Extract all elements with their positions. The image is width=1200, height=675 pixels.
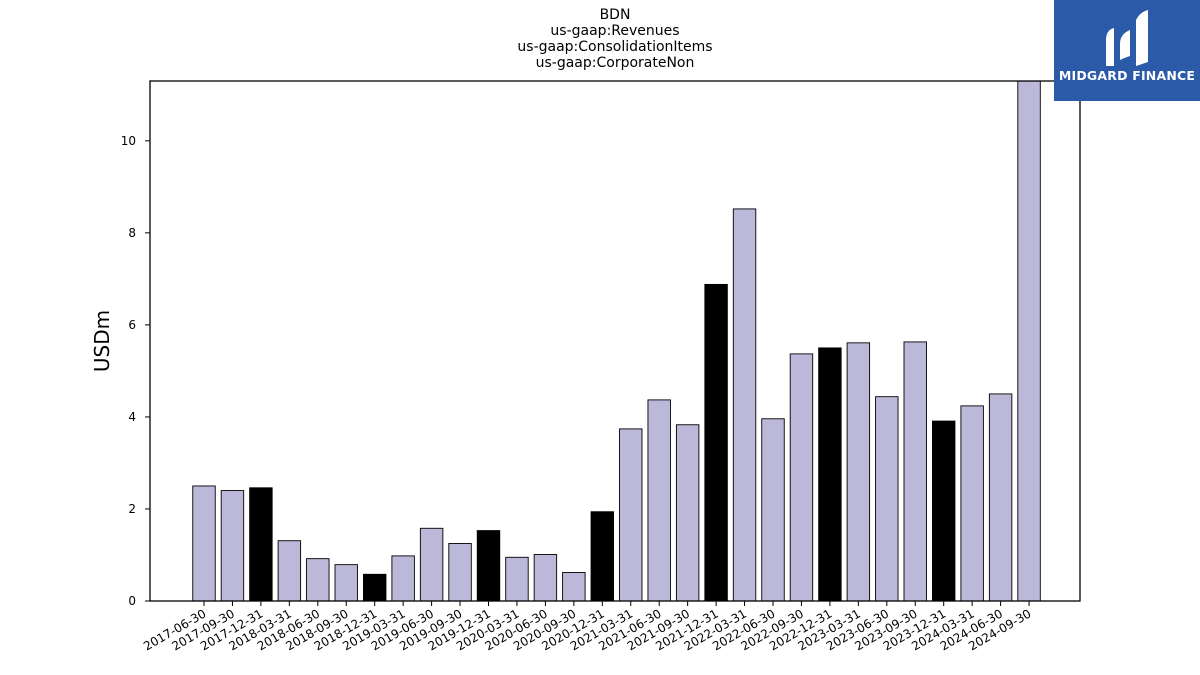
bar-2021-06-30	[647, 399, 671, 602]
bar-2018-09-30	[334, 564, 358, 602]
bar-2020-09-30	[562, 572, 586, 602]
logo-text: MIDGARD FINANCE	[1058, 68, 1196, 83]
bar-2024-03-31	[960, 405, 984, 602]
bar-2022-09-30	[789, 353, 814, 602]
y-tick-label: 10	[121, 134, 136, 148]
bar-2021-09-30	[675, 424, 700, 602]
chart-title-line-3: us-gaap:ConsolidationItems	[517, 39, 713, 55]
chart-title-line-4: us-gaap:CorporateNon	[535, 55, 695, 71]
bar-2020-03-31	[505, 556, 529, 602]
bar-2017-06-30	[192, 485, 216, 602]
bar-2024-06-30	[988, 393, 1013, 602]
bar-2021-03-31	[619, 428, 643, 602]
y-tick-label: 4	[128, 410, 136, 424]
y-tick-label: 2	[128, 502, 136, 516]
bars-group	[192, 80, 1041, 602]
y-tick-label: 6	[128, 318, 136, 332]
y-axis-label: USDm	[90, 310, 114, 372]
y-axis: 0 2 4 6 8 10	[121, 134, 150, 608]
bar-2022-12-31	[818, 347, 842, 602]
bar-2022-03-31	[732, 208, 757, 602]
bar-2020-06-30	[533, 554, 558, 602]
y-tick-label: 8	[128, 226, 136, 240]
bar-2019-06-30	[419, 527, 444, 602]
bar-2023-03-31	[846, 342, 871, 602]
x-axis: 2017-06-302017-09-302017-12-312018-03-31…	[141, 601, 1034, 653]
y-tick-label: 0	[128, 594, 136, 608]
bar-2022-06-30	[761, 418, 785, 602]
bar-2019-09-30	[448, 543, 472, 602]
bar-2017-12-31	[249, 487, 273, 602]
chart-title-line-1: BDN	[599, 7, 631, 23]
bar-2021-12-31	[704, 283, 728, 602]
bar-2019-03-31	[391, 555, 415, 602]
bar-2019-12-31	[476, 530, 501, 602]
bar-2020-12-31	[590, 511, 614, 602]
bar-2023-12-31	[932, 420, 956, 602]
bar-2018-03-31	[277, 540, 302, 602]
midgard-finance-logo: MIDGARD FINANCE	[1054, 0, 1200, 101]
bar-2018-06-30	[306, 558, 330, 602]
bar-2017-09-30	[220, 490, 245, 602]
chart-title-line-2: us-gaap:Revenues	[550, 23, 680, 39]
bar-2018-12-31	[363, 573, 387, 602]
bar-2023-06-30	[875, 396, 899, 602]
bar-2023-09-30	[903, 341, 927, 602]
plot-frame	[149, 80, 1081, 602]
bar-2024-09-30	[1017, 80, 1041, 602]
logo-mark-icon	[1106, 10, 1148, 66]
